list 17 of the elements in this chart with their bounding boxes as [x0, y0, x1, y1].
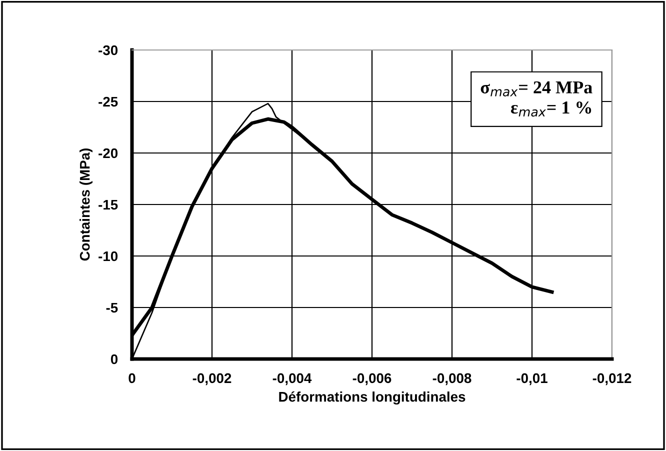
x-tick-label: -0,004	[272, 373, 312, 386]
y-axis-title: Containtes (MPa)	[80, 148, 92, 261]
annotation: σ$_{max}$= 24 MPa ε$_{max}$= 1 %	[480, 81, 592, 117]
y-tick-label: -5	[106, 302, 118, 313]
y-tick-label: -15	[98, 200, 118, 210]
y-tick-label: 0	[110, 354, 118, 364]
x-tick-label: -0,01	[516, 373, 548, 386]
x-tick-label: -0,006	[352, 373, 392, 386]
x-axis-title: Déformations longitudinales	[279, 391, 466, 405]
x-tick-label: -0,008	[432, 373, 472, 386]
x-tick-label: -0,012	[592, 373, 632, 386]
y-tick-label: -25	[98, 96, 118, 107]
x-tick-label: -0,002	[192, 373, 232, 386]
y-tick-label: -10	[98, 251, 118, 262]
y-tick-label: -20	[98, 148, 118, 158]
y-tick-label: -30	[98, 45, 118, 56]
x-tick-label: 0	[128, 373, 136, 384]
